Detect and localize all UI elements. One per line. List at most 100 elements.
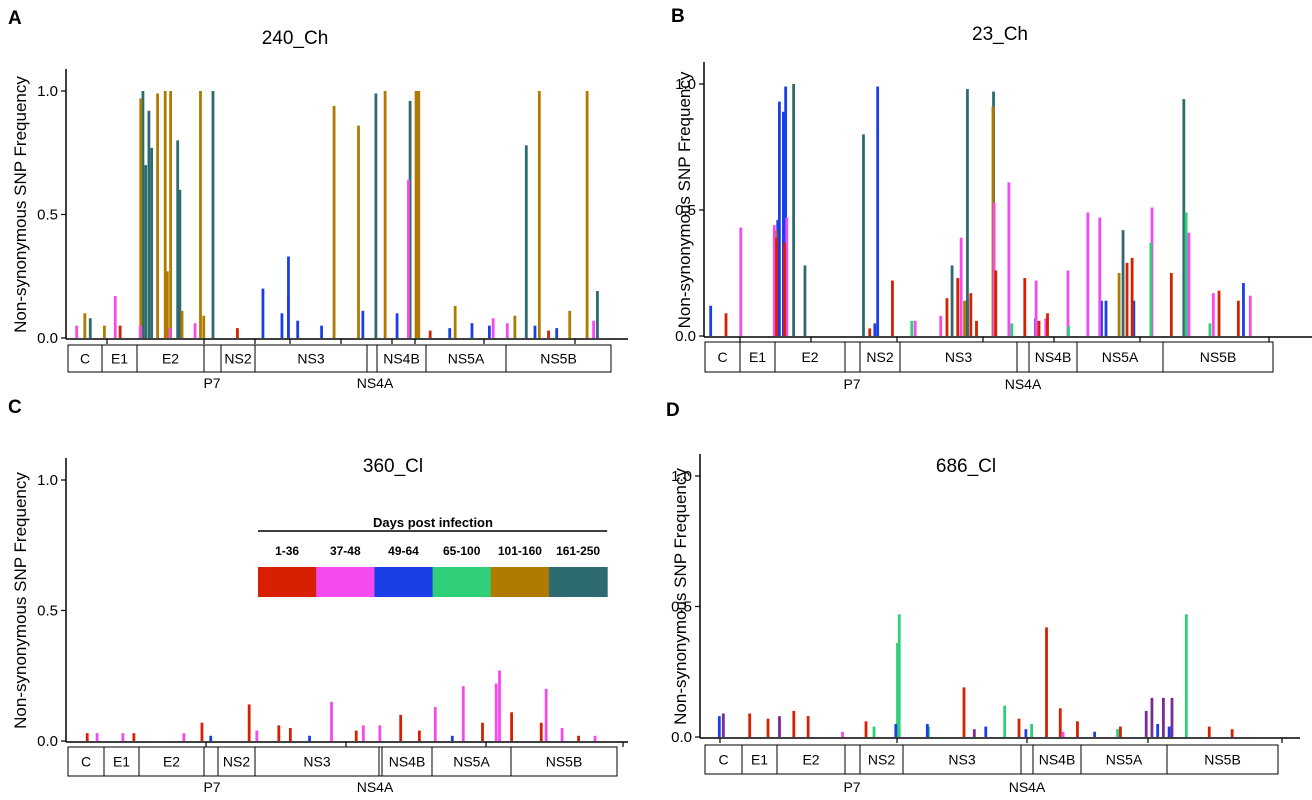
gene-label: E1 [749, 349, 766, 365]
snp-bar [969, 293, 973, 336]
snp-bar [383, 91, 387, 338]
snp-bar [945, 298, 949, 336]
snp-bar [868, 328, 872, 336]
snp-bar [524, 145, 528, 338]
snp-bar [862, 134, 865, 336]
snp-bar [803, 265, 807, 336]
snp-bar [781, 111, 785, 336]
snp-bar [984, 726, 988, 737]
snp-bar [320, 325, 323, 338]
snp-bar [1144, 710, 1148, 737]
snp-bar [408, 100, 412, 338]
snp-bar [147, 110, 151, 338]
gene-label: NS3 [948, 752, 975, 768]
snp-bar [453, 305, 457, 338]
snp-bar [277, 725, 281, 741]
snp-bar [1044, 318, 1048, 336]
snp-bar [992, 202, 996, 336]
snp-bar [950, 265, 954, 336]
gene-label: NS5A [1106, 752, 1143, 768]
snp-bar [255, 730, 259, 741]
snp-bar [593, 735, 597, 741]
snp-bar [308, 735, 311, 741]
snp-bar [202, 315, 206, 338]
snp-bar [193, 323, 197, 338]
legend-swatch [490, 567, 550, 597]
snp-bar [775, 237, 778, 336]
snp-bar [505, 323, 509, 338]
snp-bar [784, 86, 788, 337]
legend: Days post infection 1-36 37-48 49-64 65-100 1… [258, 515, 608, 597]
snp-bar [1211, 293, 1215, 336]
snp-bar [428, 330, 432, 338]
snp-bar [144, 165, 148, 338]
snp-bar [975, 320, 978, 336]
snp-bar [1125, 262, 1129, 336]
y-tick-label: 0.0 [675, 328, 696, 345]
y-tick-label: 0.5 [675, 202, 696, 219]
snp-bar [1116, 729, 1119, 737]
gene-label: NS2 [223, 754, 250, 770]
gene-label: NS5A [1102, 349, 1139, 365]
snp-bar [494, 683, 498, 741]
snp-bar [150, 147, 154, 338]
gene-label: E1 [751, 752, 768, 768]
snp-bar [83, 313, 87, 338]
y-tick-label: 1.0 [37, 83, 58, 100]
y-tick-label: 1.0 [671, 468, 692, 485]
snp-bar [176, 140, 180, 338]
snp-bar [417, 730, 421, 741]
snp-bar [491, 318, 495, 338]
snp-bar [544, 688, 548, 741]
snp-bar [1086, 212, 1090, 336]
snp-bar [1236, 300, 1240, 336]
snp-bar [209, 735, 213, 741]
snp-bar [75, 325, 79, 338]
gene-label: NS5A [448, 351, 485, 367]
snp-bar [141, 91, 145, 338]
gene-label: C [717, 349, 727, 365]
snp-bar [872, 726, 876, 737]
snp-bar [200, 722, 204, 741]
genome-map [704, 341, 1274, 373]
y-tick-label: 0.0 [37, 733, 58, 750]
snp-bar [354, 730, 358, 741]
legend-label: 161-250 [556, 544, 600, 558]
gene-label: NS4B [389, 754, 426, 770]
snp-bar [1061, 731, 1065, 737]
genome-map [704, 744, 1279, 775]
snp-bar [487, 325, 491, 338]
snp-bar [287, 256, 290, 338]
legend-swatch [316, 567, 375, 597]
snp-bar [792, 710, 796, 737]
snp-bar [448, 328, 452, 338]
panel-c: C 360_Cl Non-synonymous SNP Frequency 0.0 0.… [8, 397, 628, 795]
snp-bar [939, 315, 943, 336]
snp-bar [1208, 323, 1212, 336]
snp-bar [450, 735, 454, 741]
y-tick-label: 0.5 [37, 603, 58, 620]
snp-bar [547, 330, 550, 338]
snp-bar [783, 242, 786, 336]
snp-bar [169, 91, 173, 338]
snp-bar [330, 701, 333, 741]
snp-bar [873, 323, 877, 336]
snp-bar [724, 313, 728, 336]
snp-bar [132, 733, 136, 741]
legend-swatch [549, 567, 608, 597]
snp-bar [182, 733, 186, 741]
legend-swatch [432, 567, 492, 597]
snp-bar [1217, 290, 1221, 336]
gene-label: NS2 [224, 351, 251, 367]
snp-bar [261, 288, 265, 338]
snp-bar [1024, 729, 1028, 737]
snp-bar [792, 84, 796, 336]
chart-title: 240_Ch [262, 28, 329, 49]
gene-label: NS4B [1035, 349, 1072, 365]
snp-bar [165, 271, 169, 338]
snp-bar [778, 101, 781, 336]
snp-bar [1046, 313, 1049, 336]
snp-bar [211, 91, 215, 338]
snp-bar [1207, 726, 1211, 737]
snp-bar [963, 300, 966, 336]
